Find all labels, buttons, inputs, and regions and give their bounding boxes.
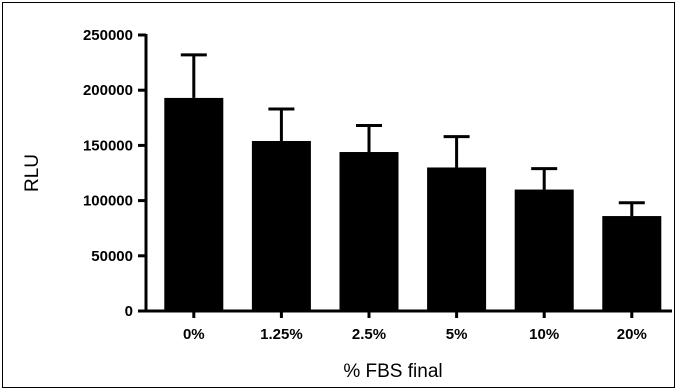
x-tick-label: 1.25% — [260, 326, 303, 343]
bars — [164, 97, 662, 311]
y-ticks: 0 50000 100000 150000 200000 250000 — [83, 27, 146, 320]
x-tick-label: 2.5% — [352, 326, 386, 343]
y-axis-title: RLU — [22, 154, 43, 192]
bar — [514, 189, 574, 311]
x-axis-title: % FBS final — [343, 361, 442, 382]
y-tick-label: 50000 — [91, 248, 133, 265]
x-tick-label: 20% — [617, 326, 647, 343]
y-tick-label: 250000 — [83, 27, 133, 44]
y-tick-label: 0 — [125, 303, 133, 320]
x-tick-label: 0% — [183, 326, 205, 343]
bar — [164, 97, 224, 311]
error-bars — [180, 53, 645, 217]
x-tick-label: 10% — [529, 326, 559, 343]
y-tick-label: 200000 — [83, 82, 133, 99]
bar — [602, 216, 662, 311]
y-tick-label: 150000 — [83, 137, 133, 154]
bar — [427, 167, 487, 311]
y-tick-label: 100000 — [83, 193, 133, 210]
x-ticks: 0% 1.25% 2.5% 5% 10% 20% — [183, 311, 647, 343]
bar — [339, 152, 399, 311]
x-tick-label: 5% — [446, 326, 468, 343]
bar — [251, 140, 311, 311]
